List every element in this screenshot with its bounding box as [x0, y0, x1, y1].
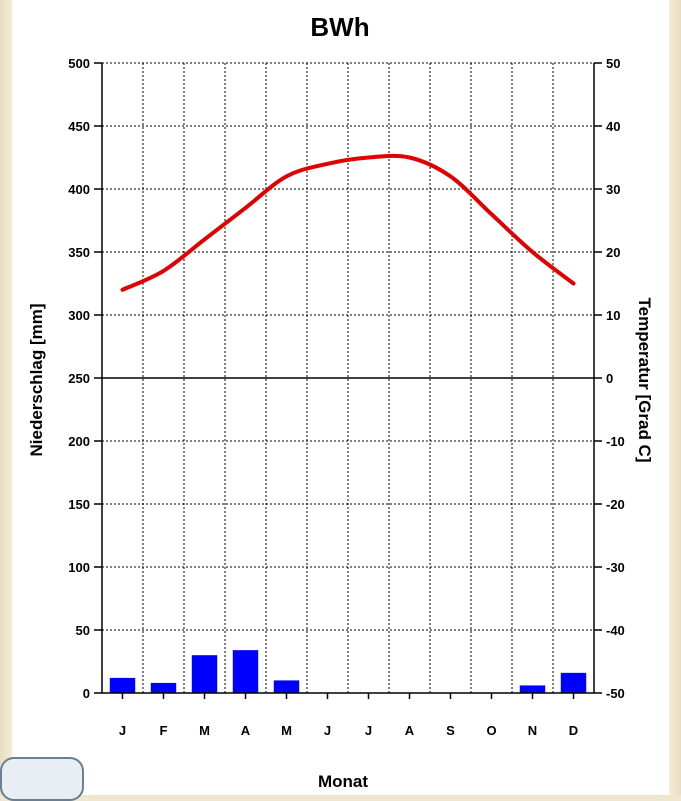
x-tick-label: N	[528, 723, 537, 738]
left-tick-label: 400	[68, 182, 90, 197]
temperature-line	[120, 153, 576, 292]
x-tick-label: J	[324, 723, 331, 738]
left-tick-label: 200	[68, 434, 90, 449]
precipitation-bar	[273, 680, 300, 693]
y-axis-label-left: Niederschlag [mm]	[27, 303, 46, 456]
left-tick-label: 0	[83, 686, 90, 701]
x-tick-label: A	[241, 723, 251, 738]
right-tick-label: 0	[606, 371, 613, 386]
x-tick-label: M	[281, 723, 292, 738]
right-tick-label: -40	[606, 623, 625, 638]
x-tick-label: A	[405, 723, 415, 738]
y-axis-label-right: Temperatur [Grad C]	[635, 298, 654, 463]
right-tick-label: -20	[606, 497, 625, 512]
x-tick-label: S	[446, 723, 455, 738]
left-tick-label: 50	[76, 623, 90, 638]
right-axis-ticks: -50 -40 -30 -20 -10 0 10 20 30 40 50	[594, 56, 625, 701]
left-axis-ticks: 0 50 100 150 200 250 300 350 400 450 500	[68, 56, 102, 701]
left-tick-label: 500	[68, 56, 90, 71]
chart-paper	[12, 0, 669, 795]
precipitation-bar	[519, 685, 546, 693]
precipitation-bar	[232, 650, 259, 693]
page-edge-right	[669, 0, 681, 795]
right-tick-label: -50	[606, 686, 625, 701]
left-tick-label: 350	[68, 245, 90, 260]
chart-title: BWh	[310, 12, 369, 42]
left-tick-label: 100	[68, 560, 90, 575]
x-tick-label: J	[365, 723, 372, 738]
page-edge-left	[0, 0, 12, 795]
grid-lines	[102, 63, 594, 693]
precipitation-bar	[109, 677, 136, 693]
right-tick-label: -10	[606, 434, 625, 449]
x-tick-label: F	[160, 723, 168, 738]
left-tick-label: 250	[68, 371, 90, 386]
temperature-line-group	[120, 153, 576, 292]
left-tick-label: 300	[68, 308, 90, 323]
precipitation-bar	[191, 655, 218, 693]
right-tick-label: 10	[606, 308, 620, 323]
right-tick-label: -30	[606, 560, 625, 575]
right-tick-label: 30	[606, 182, 620, 197]
precipitation-bars	[109, 650, 587, 693]
left-tick-label: 150	[68, 497, 90, 512]
x-tick-label: J	[119, 723, 126, 738]
x-tick-label: O	[486, 723, 496, 738]
x-axis-label: Monat	[318, 772, 368, 791]
precipitation-bar	[560, 672, 587, 693]
right-tick-label: 50	[606, 56, 620, 71]
precipitation-bar	[150, 682, 177, 693]
x-tick-label: D	[569, 723, 578, 738]
corner-tab	[0, 757, 84, 801]
left-tick-label: 450	[68, 119, 90, 134]
right-tick-label: 40	[606, 119, 620, 134]
x-tick-label: M	[199, 723, 210, 738]
right-tick-label: 20	[606, 245, 620, 260]
